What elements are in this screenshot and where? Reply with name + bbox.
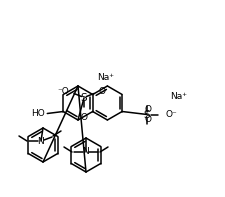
Text: S: S [80, 93, 87, 103]
Text: Na⁺: Na⁺ [97, 73, 114, 83]
Text: O: O [99, 87, 106, 97]
Text: N: N [37, 137, 44, 146]
Text: O: O [144, 106, 151, 114]
Text: N: N [82, 148, 89, 156]
Text: S: S [143, 110, 150, 120]
Text: O⁻: O⁻ [164, 110, 176, 119]
Text: O: O [144, 114, 151, 124]
Text: HO: HO [32, 109, 45, 118]
Text: Na⁺: Na⁺ [170, 92, 187, 101]
Text: ⁻O: ⁻O [57, 86, 69, 96]
Text: O: O [80, 113, 87, 122]
